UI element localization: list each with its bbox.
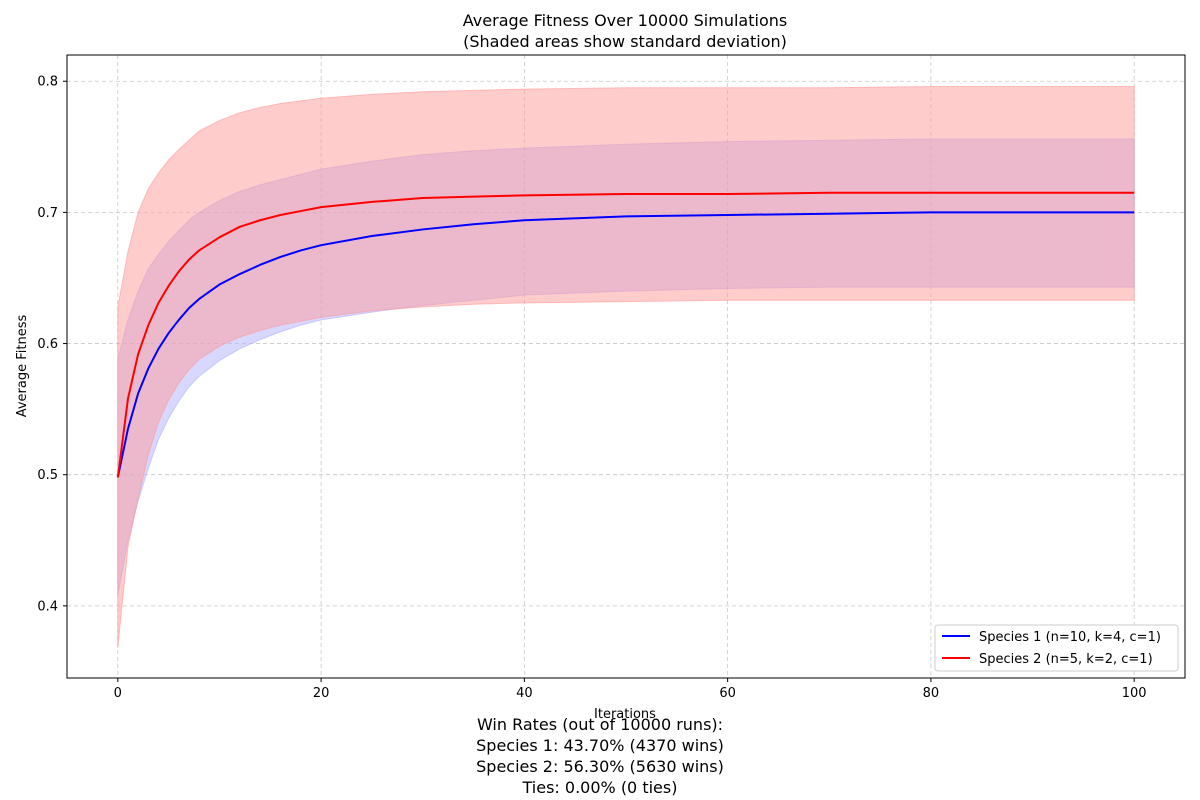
- mean-lines: [116, 191, 1135, 478]
- y-axis-label: Average Fitness: [15, 315, 30, 418]
- legend-label-species-1: Species 1 (n=10, k=4, c=1): [979, 630, 1161, 645]
- y-tick-label: 0.6: [37, 337, 58, 352]
- win-rates-summary: Win Rates (out of 10000 runs): Species 1…: [0, 714, 1200, 798]
- x-tick-label: 20: [313, 686, 330, 701]
- win-rate-species-2: Species 2: 56.30% (5630 wins): [476, 757, 724, 776]
- chart-title: Average Fitness Over 10000 Simulations: [463, 11, 787, 30]
- legend-label-species-2: Species 2 (n=5, k=2, c=1): [979, 652, 1153, 667]
- win-rate-species-1: Species 1: 43.70% (4370 wins): [476, 736, 724, 755]
- x-tick-label: 0: [114, 686, 122, 701]
- win-rate-ties: Ties: 0.00% (0 ties): [522, 778, 678, 797]
- x-tick-label: 100: [1122, 686, 1147, 701]
- x-tick-label: 60: [719, 686, 736, 701]
- mean-line-species-2: [116, 191, 1135, 478]
- win-rates-heading: Win Rates (out of 10000 runs):: [476, 715, 724, 734]
- plot-frame: [66, 54, 1186, 679]
- y-tick-label: 0.5: [37, 468, 58, 483]
- legend-box: [934, 624, 1179, 672]
- y-tick-label: 0.4: [37, 599, 58, 614]
- x-tick-label: 80: [923, 686, 940, 701]
- axis-ticks: 0 20 40 60 80 100 0.4 0.5 0.6 0.7 0.8: [37, 75, 1146, 701]
- x-axis-label: Iterations: [594, 707, 656, 722]
- chart-legend: Species 1 (n=10, k=4, c=1) Species 2 (n=…: [934, 624, 1179, 672]
- y-tick-label: 0.8: [37, 75, 58, 90]
- y-tick-label: 0.7: [37, 206, 58, 221]
- x-tick-label: 40: [516, 686, 533, 701]
- std-bands: [117, 85, 1135, 648]
- mean-line-species-1: [116, 211, 1135, 478]
- chart-subtitle: (Shaded areas show standard deviation): [463, 32, 787, 51]
- std-band-species-2: [117, 85, 1135, 648]
